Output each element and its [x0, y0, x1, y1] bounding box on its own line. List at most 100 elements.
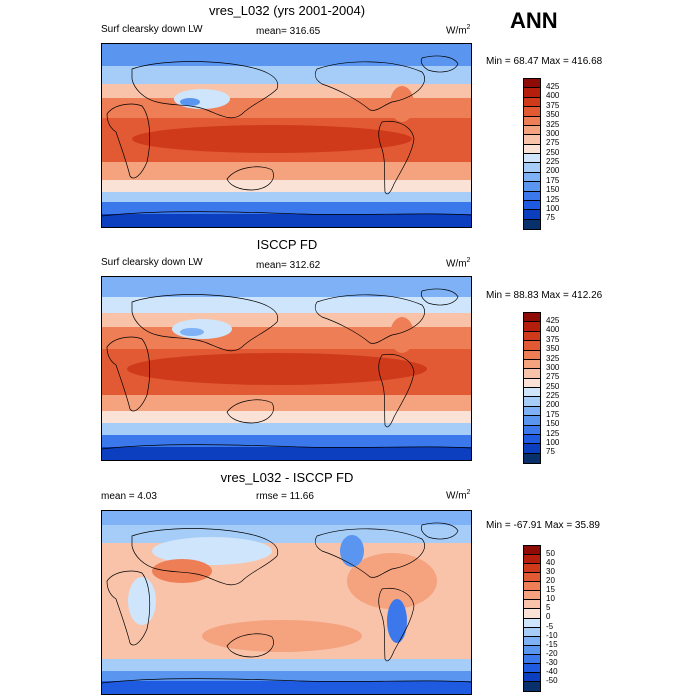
colorbar-tick-label: 100 [546, 203, 560, 213]
colorbar-tick-label: -15 [546, 639, 558, 649]
colorbar-tick-label: 400 [546, 325, 560, 335]
colorbar-tick-label: 375 [546, 100, 560, 110]
colorbar-tick-label: 400 [546, 91, 560, 101]
colorbar-segment [524, 88, 540, 98]
colorbar-tick-label: 150 [546, 419, 560, 429]
colorbar-segment [524, 681, 540, 691]
panel1-mean: mean= 316.65 [256, 26, 321, 37]
colorbar-tick-label: 325 [546, 119, 560, 129]
colorbar-tick-label: 300 [546, 362, 560, 372]
panel1-colorbar [523, 78, 541, 230]
colorbar-segment [524, 453, 540, 463]
panel2-field-label: Surf clearsky down LW [101, 257, 203, 268]
colorbar-tick-label: 0 [546, 612, 551, 622]
colorbar-tick-label: 5 [546, 603, 551, 613]
colorbar-segment [524, 322, 540, 332]
panel3-map [101, 510, 472, 695]
colorbar-tick-label: -5 [546, 621, 554, 631]
colorbar-segment [524, 163, 540, 173]
colorbar-segment [524, 350, 540, 360]
colorbar-segment [524, 406, 540, 417]
colorbar-tick-label: 10 [546, 594, 555, 604]
colorbar-segment [524, 434, 540, 445]
colorbar-tick-label: 225 [546, 391, 560, 400]
colorbar-tick-label: 75 [546, 447, 555, 457]
colorbar-tick-label: 250 [546, 147, 560, 157]
colorbar-segment [524, 125, 540, 136]
colorbar-tick-label: 30 [546, 567, 555, 577]
colorbar-segment [524, 425, 540, 435]
colorbar-tick-label: 150 [546, 185, 560, 195]
panel2-mean: mean= 312.62 [256, 260, 321, 271]
colorbar-segment [524, 200, 540, 211]
panel3-title: vres_L032 - ISCCP FD [220, 470, 354, 485]
colorbar-tick-label: 50 [546, 549, 555, 558]
colorbar-tick-label: 125 [546, 194, 560, 204]
colorbar-tick-label: 325 [546, 353, 560, 363]
colorbar-segment [524, 618, 540, 628]
panel2-colorbar [523, 312, 541, 464]
panel3-units: W/m2 [446, 489, 471, 502]
colorbar-segment [524, 654, 540, 664]
colorbar-segment [524, 636, 540, 646]
colorbar-tick-label: 425 [546, 82, 560, 91]
colorbar-segment [524, 627, 540, 637]
panel2-units: W/m2 [446, 257, 471, 270]
colorbar-segment [524, 564, 540, 574]
colorbar-segment [524, 546, 540, 556]
colorbar-tick-label: 275 [546, 372, 560, 382]
colorbar-segment [524, 555, 540, 565]
colorbar-tick-label: 200 [546, 166, 560, 176]
colorbar-segment [524, 573, 540, 583]
panel1-map [101, 43, 472, 228]
colorbar-segment [524, 591, 540, 601]
colorbar-segment [524, 600, 540, 610]
colorbar-segment [524, 645, 540, 655]
colorbar-tick-label: 100 [546, 437, 560, 447]
colorbar-segment [524, 369, 540, 379]
colorbar-segment [524, 444, 540, 454]
colorbar-segment [524, 341, 540, 351]
panel2-minmax: Min = 88.83 Max = 412.26 [486, 290, 603, 301]
colorbar-segment [524, 378, 540, 388]
colorbar-segment [524, 359, 540, 370]
colorbar-segment [524, 609, 540, 619]
panel1-title: vres_L032 (yrs 2001-2004) [208, 3, 366, 18]
colorbar-segment [524, 672, 540, 682]
colorbar-tick-label: 20 [546, 576, 555, 586]
colorbar-segment [524, 79, 540, 89]
panel1-minmax: Min = 68.47 Max = 416.68 [486, 56, 603, 67]
colorbar-tick-label: 40 [546, 558, 555, 568]
colorbar-tick-label: -20 [546, 648, 558, 658]
colorbar-tick-label: 225 [546, 157, 560, 166]
colorbar-tick-label: 175 [546, 409, 560, 419]
colorbar-tick-label: 425 [546, 316, 560, 325]
colorbar-segment [524, 172, 540, 183]
colorbar-segment [524, 154, 540, 164]
colorbar-tick-label: 15 [546, 585, 555, 595]
panel1-field-label: Surf clearsky down LW [101, 24, 203, 35]
colorbar-segment [524, 219, 540, 229]
colorbar-segment [524, 582, 540, 592]
colorbar-segment [524, 97, 540, 108]
colorbar-tick-label: 125 [546, 428, 560, 438]
colorbar-tick-label: -40 [546, 666, 558, 676]
colorbar-tick-label: 75 [546, 213, 555, 223]
colorbar-segment [524, 135, 540, 145]
colorbar-segment [524, 107, 540, 117]
colorbar-tick-label: 275 [546, 138, 560, 148]
panel3-rmse: rmse = 11.66 [256, 491, 314, 502]
colorbar-tick-label: 375 [546, 334, 560, 344]
colorbar-segment [524, 191, 540, 201]
colorbar-segment [524, 313, 540, 323]
panel1-units: W/m2 [446, 24, 471, 37]
colorbar-tick-label: 250 [546, 381, 560, 391]
colorbar-tick-label: -10 [546, 630, 558, 640]
colorbar-segment [524, 388, 540, 398]
colorbar-segment [524, 416, 540, 426]
panel2-map [101, 276, 472, 461]
colorbar-tick-label: 175 [546, 175, 560, 185]
panel3-mean: mean = 4.03 [101, 491, 157, 502]
colorbar-segment [524, 397, 540, 407]
panel3-minmax: Min = -67.91 Max = 35.89 [486, 520, 600, 531]
